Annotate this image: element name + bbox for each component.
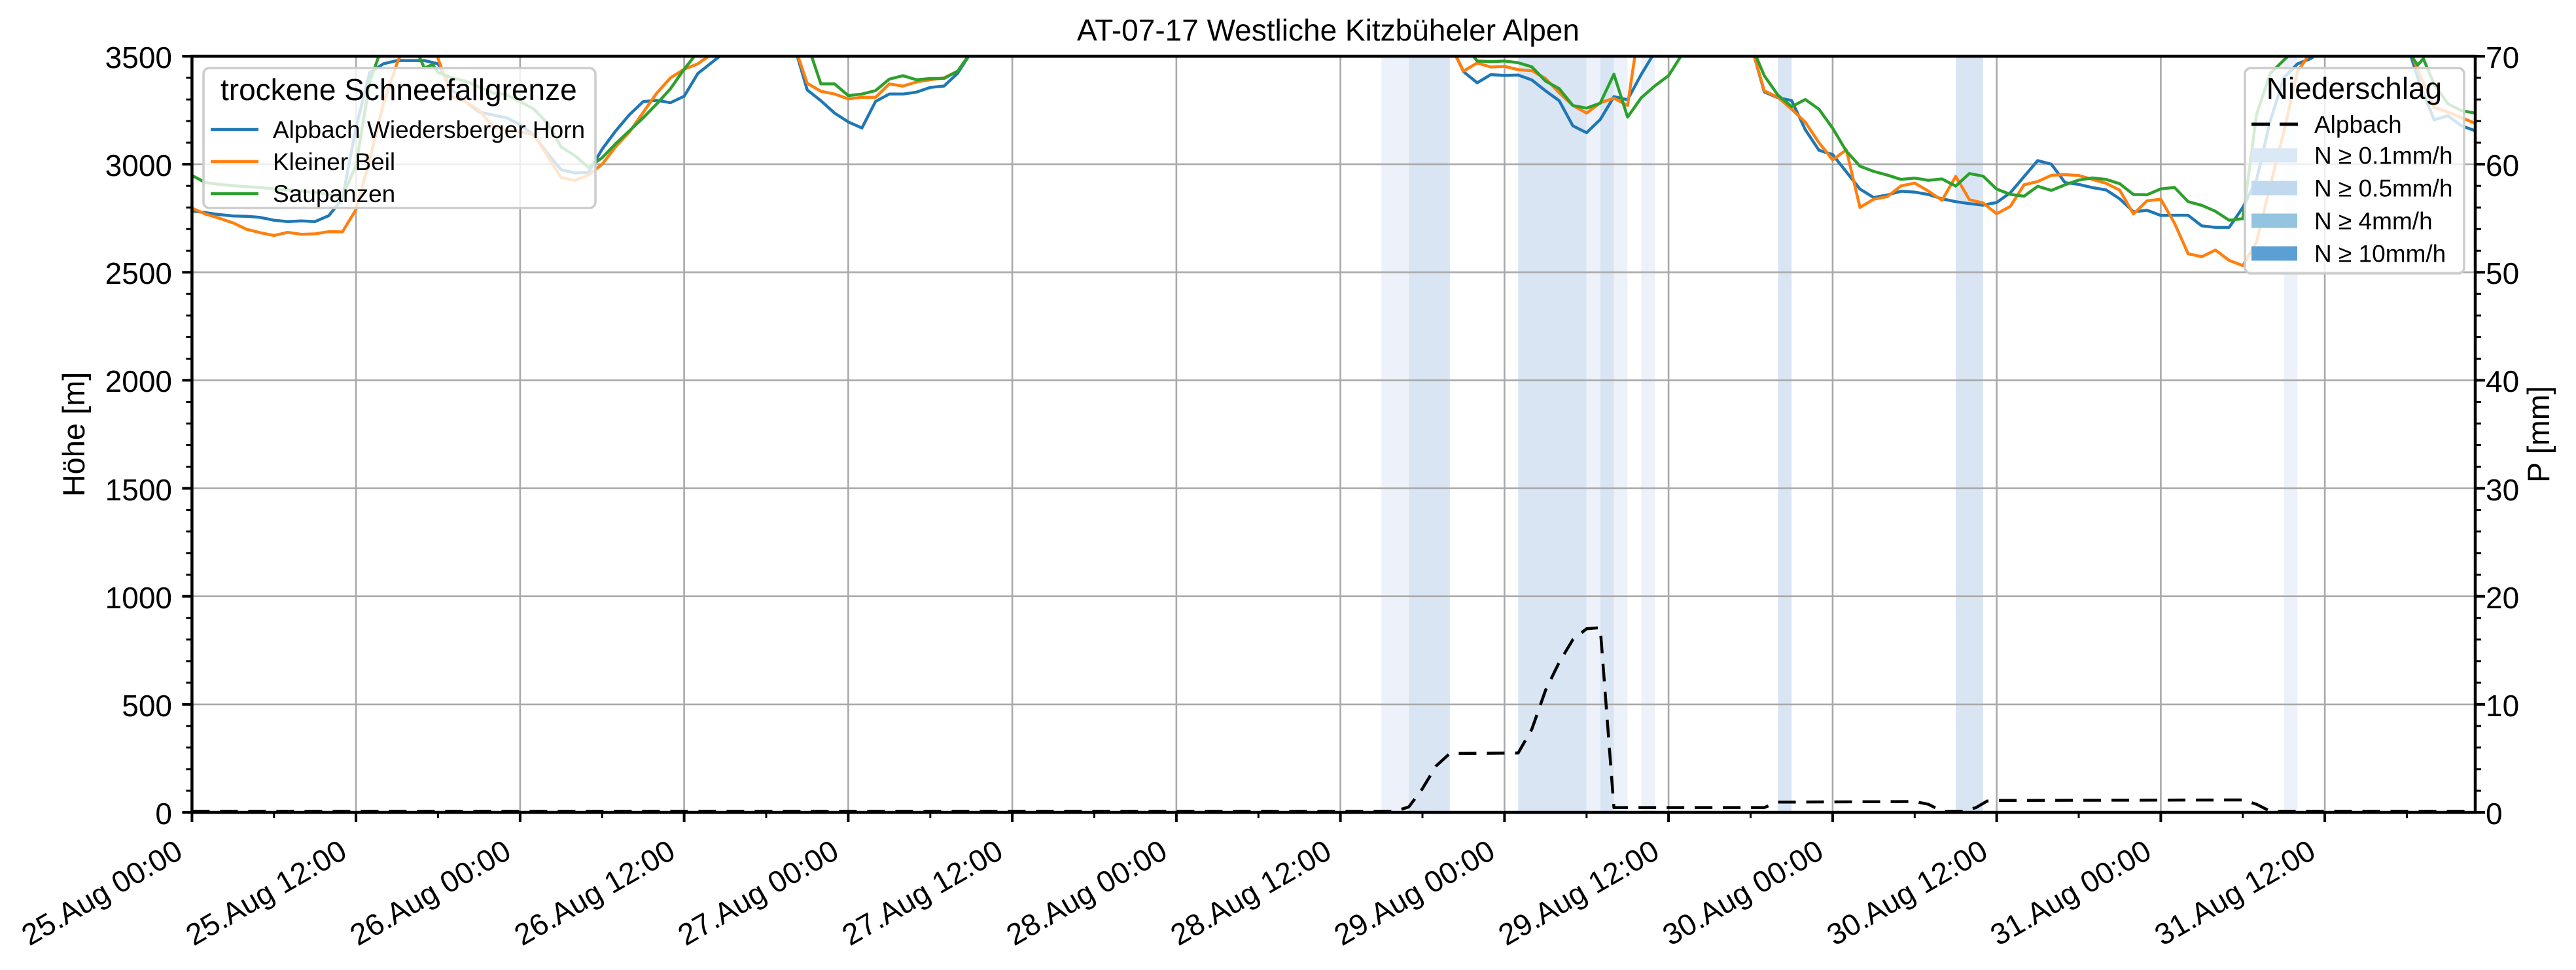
svg-text:N ≥ 10mm/h: N ≥ 10mm/h [2314, 241, 2446, 268]
svg-text:2500: 2500 [105, 256, 172, 290]
svg-text:500: 500 [122, 689, 172, 723]
svg-text:trockene Schneefallgrenze: trockene Schneefallgrenze [221, 73, 577, 107]
svg-text:Niederschlag: Niederschlag [2267, 71, 2442, 105]
svg-text:N ≥ 4mm/h: N ≥ 4mm/h [2314, 208, 2433, 235]
svg-text:Saupanzen: Saupanzen [273, 181, 395, 207]
svg-text:0: 0 [2486, 797, 2503, 831]
svg-text:N ≥ 0.1mm/h: N ≥ 0.1mm/h [2314, 143, 2453, 169]
svg-text:Höhe [m]: Höhe [m] [56, 372, 91, 497]
svg-text:AT-07-17 Westliche Kitzbüheler: AT-07-17 Westliche Kitzbüheler Alpen [1077, 13, 1579, 47]
svg-text:1000: 1000 [105, 581, 172, 615]
svg-text:Alpbach: Alpbach [2314, 111, 2402, 138]
svg-text:50: 50 [2486, 256, 2519, 290]
svg-text:10: 10 [2486, 689, 2519, 723]
svg-text:Kleiner Beil: Kleiner Beil [273, 148, 395, 175]
svg-text:3500: 3500 [105, 41, 172, 75]
svg-text:P [mm]: P [mm] [2521, 386, 2556, 483]
svg-text:2000: 2000 [105, 364, 172, 398]
svg-text:30: 30 [2486, 473, 2519, 507]
svg-text:Alpbach Wiedersberger Horn: Alpbach Wiedersberger Horn [273, 116, 585, 143]
svg-text:3000: 3000 [105, 148, 172, 182]
svg-text:N ≥ 0.5mm/h: N ≥ 0.5mm/h [2314, 175, 2453, 202]
svg-text:40: 40 [2486, 364, 2519, 398]
svg-text:1500: 1500 [105, 473, 172, 507]
svg-text:0: 0 [155, 797, 172, 831]
svg-text:60: 60 [2486, 148, 2519, 182]
svg-text:70: 70 [2486, 41, 2519, 75]
svg-text:20: 20 [2486, 581, 2519, 615]
